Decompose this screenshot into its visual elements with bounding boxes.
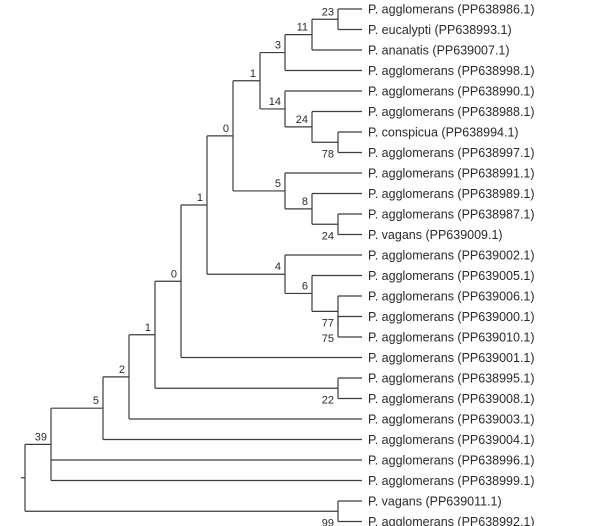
leaf-label: P. agglomerans (PP639004.1) [368,433,535,447]
bootstrap-support: 14 [269,96,281,108]
leaf-label: P. agglomerans (PP638988.1) [368,105,535,119]
leaf-label: P. agglomerans (PP638998.1) [368,64,535,78]
leaf-label: P. agglomerans (PP638986.1) [368,3,535,17]
bootstrap-support: 1 [250,68,256,80]
leaf-label: P. agglomerans (PP638989.1) [368,187,535,201]
leaf-label: P. agglomerans (PP638999.1) [368,474,535,488]
bootstrap-support: 11 [297,22,308,34]
leaf-label: P. agglomerans (PP638996.1) [368,454,535,468]
leaf-label: P. vagans (PP639009.1) [368,228,503,242]
leaf-label: P. agglomerans (PP639005.1) [368,269,535,283]
bootstrap-support: 8 [302,196,308,208]
bootstrap-support: 78 [322,148,334,160]
leaf-label: P. vagans (PP639011.1) [368,495,502,509]
bootstrap-support: 0 [223,123,229,135]
leaf-label: P. conspicua (PP638994.1) [368,126,519,140]
bootstrap-support: 1 [197,192,203,204]
leaf-label: P. eucalypti (PP638993.1) [368,23,512,37]
bootstrap-support: 22 [322,394,334,406]
leaf-label: P. agglomerans (PP639001.1) [368,351,535,365]
leaf-label: P. agglomerans (PP638992.1) [368,515,535,526]
bootstrap-support: 0 [171,268,177,280]
bootstrap-support: 3 [275,40,281,52]
bootstrap-support: 5 [93,395,99,407]
leaf-label: P. agglomerans (PP638987.1) [368,208,535,222]
bootstrap-support: 99 [322,517,334,526]
leaf-label: P. agglomerans (PP639000.1) [368,310,535,324]
bootstrap-support: 6 [302,280,308,292]
leaf-label: P. agglomerans (PP638995.1) [368,372,535,386]
leaf-label: P. agglomerans (PP639006.1) [368,290,535,304]
bootstrap-support: 39 [35,431,47,443]
bootstrap-support: 1 [145,322,151,334]
bootstrap-support: 23 [322,6,334,18]
leaf-label: P. agglomerans (PP639003.1) [368,413,535,427]
leaf-label: P. agglomerans (PP639002.1) [368,249,535,263]
leaf-label: P. ananatis (PP639007.1) [368,44,510,58]
bootstrap-support: 4 [275,261,281,273]
bootstrap-support: 24 [296,114,308,126]
bootstrap-support: 77 [322,317,334,329]
bootstrap-support: 75 [322,333,334,345]
leaf-label: P. agglomerans (PP639010.1) [368,331,535,345]
leaf-label: P. agglomerans (PP639008.1) [368,392,535,406]
bootstrap-support: 5 [275,178,281,190]
leaf-label: P. agglomerans (PP638990.1) [368,85,535,99]
bootstrap-support: 2 [119,364,125,376]
leaf-label: P. agglomerans (PP638997.1) [368,146,535,160]
bootstrap-support: 24 [322,230,334,242]
leaf-label: P. agglomerans (PP638991.1) [368,167,535,181]
